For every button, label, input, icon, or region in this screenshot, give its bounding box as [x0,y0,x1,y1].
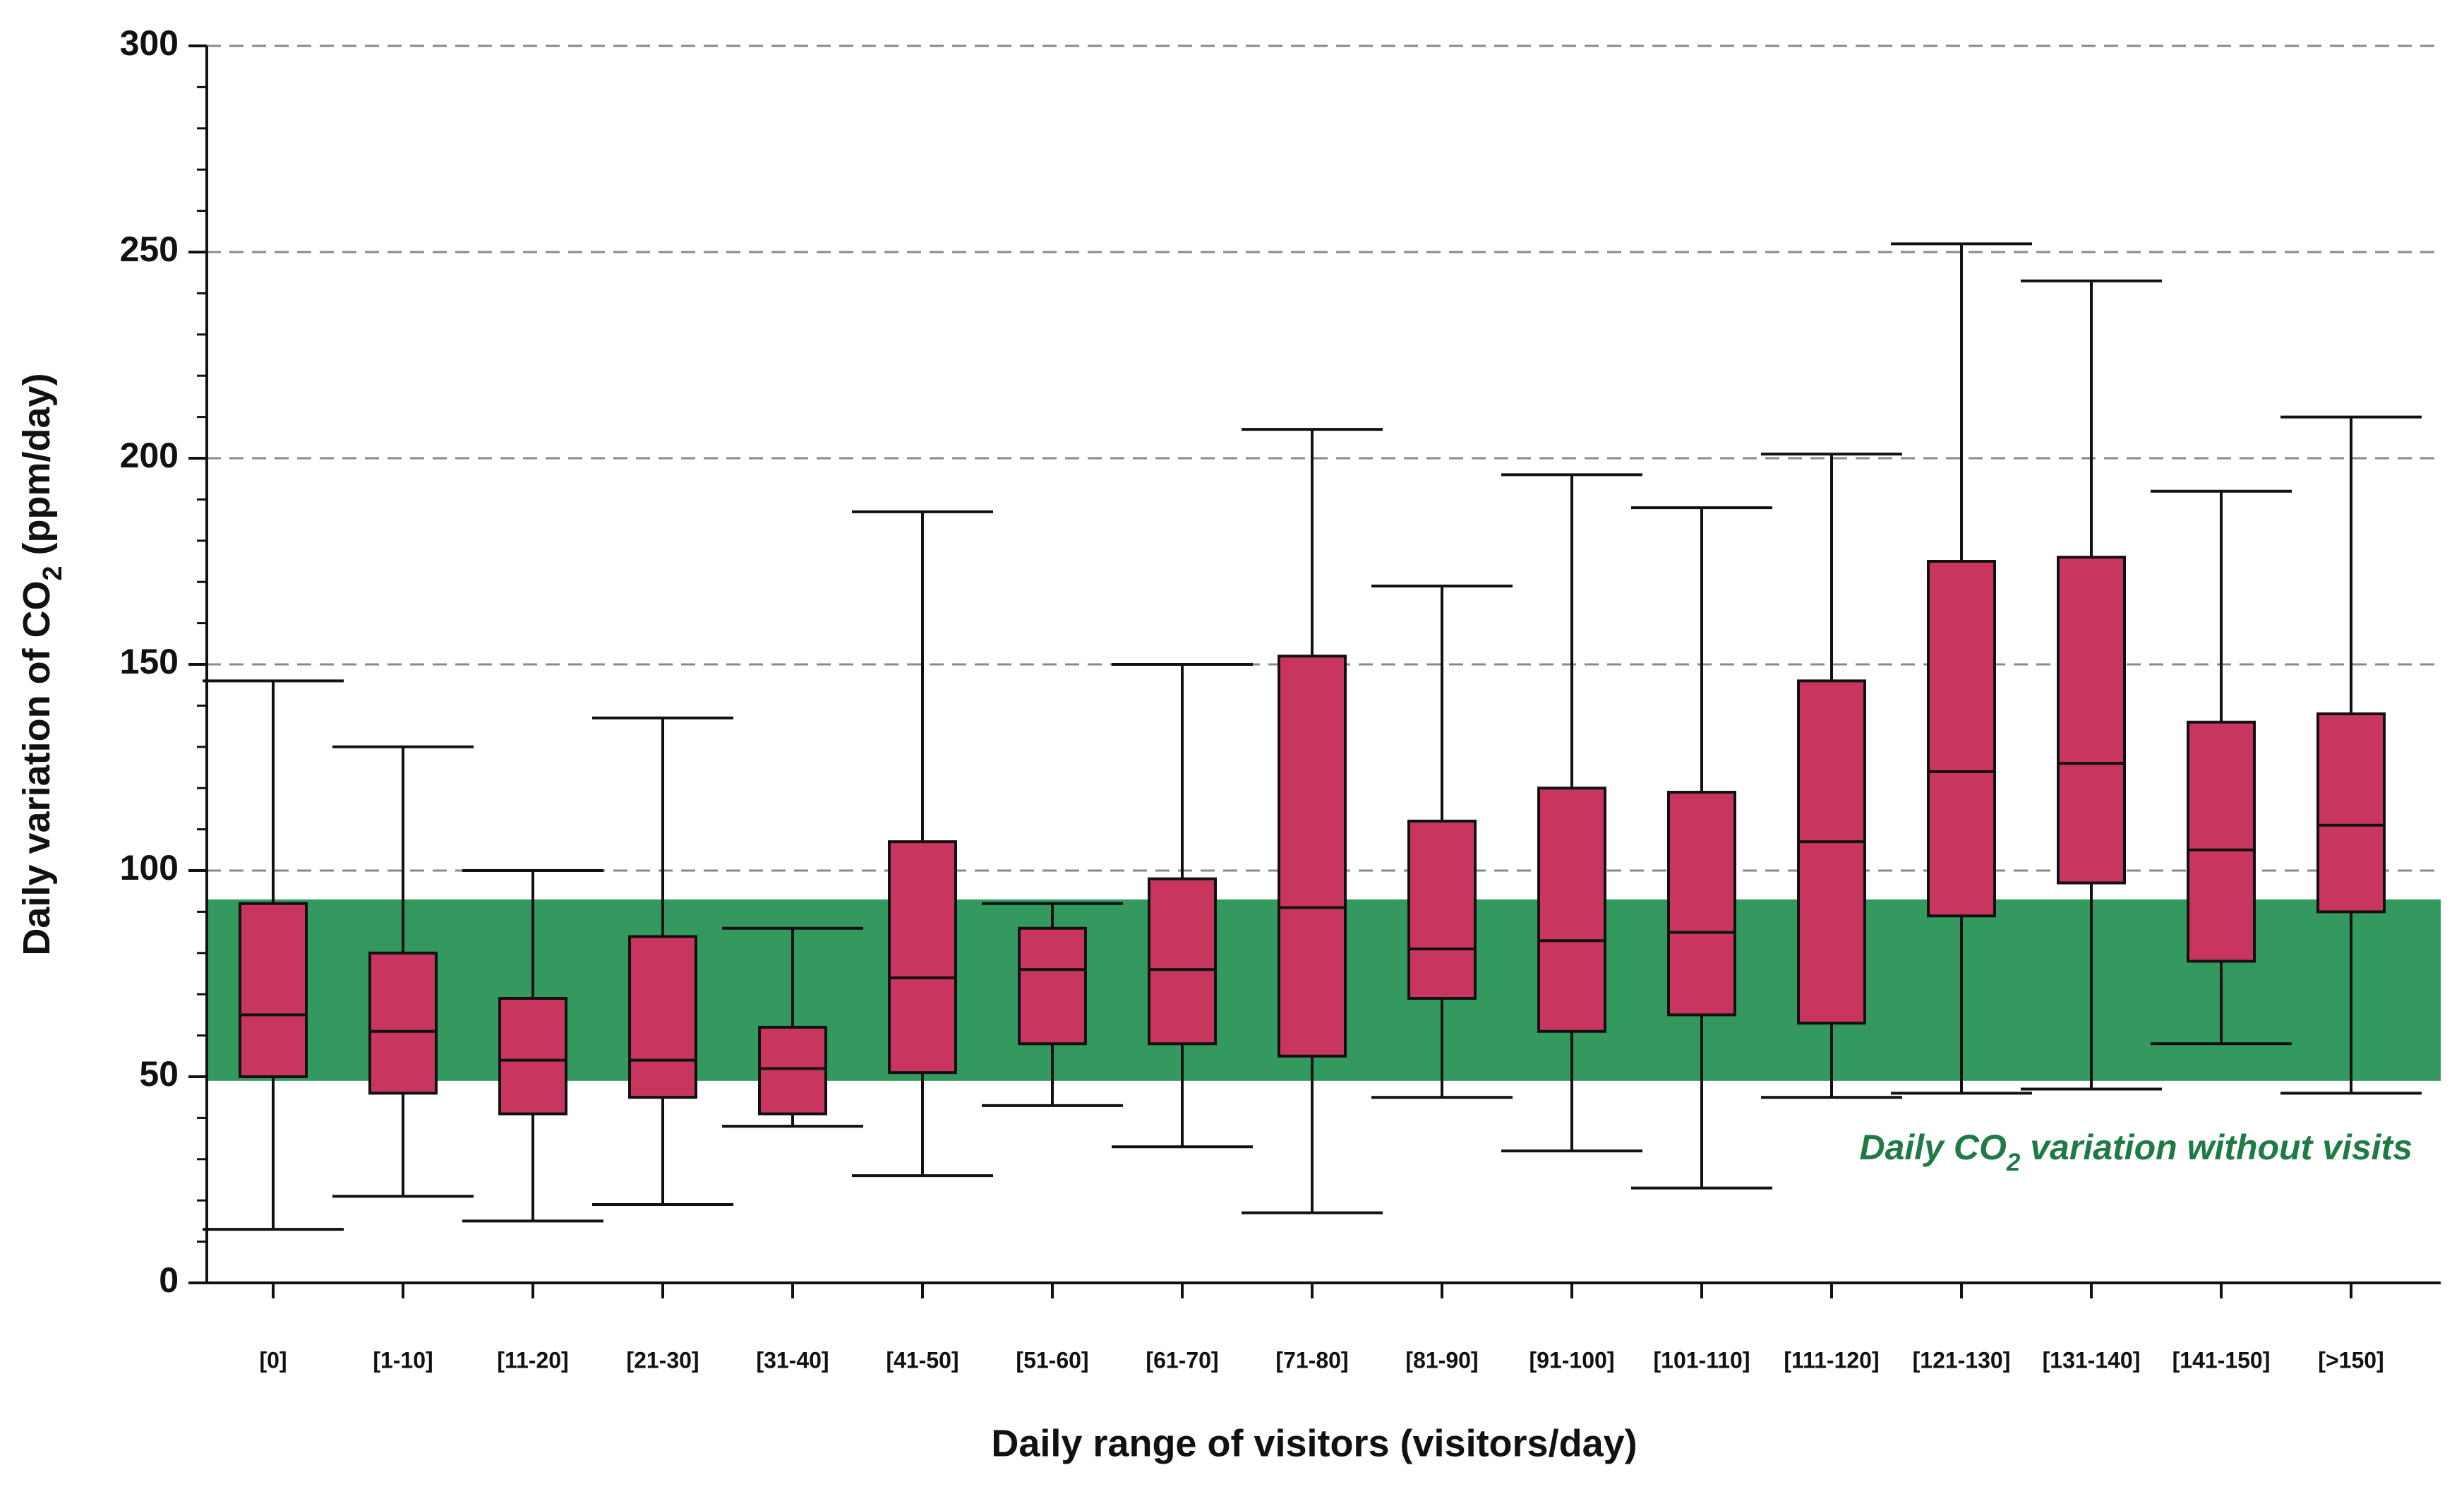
x-tick-label: [61-70] [1146,1347,1218,1373]
box [628,935,697,1099]
x-tick-label: [131-140] [2043,1347,2141,1373]
box [1797,679,1866,1025]
x-tick-label: [121-130] [1913,1347,2011,1373]
x-tick-label: [91-100] [1530,1347,1615,1373]
x-tick-label: [11-20] [497,1347,568,1373]
x-tick-label: [141-150] [2172,1347,2271,1373]
box [1667,791,1736,1017]
box [1927,560,1996,918]
plot: 0 50 100 150 200 250 300 [0] [1-10] [11-20] [21-30… [120,23,2441,1373]
y-tick-label: 250 [120,229,179,269]
x-tick-label: [111-120] [1784,1347,1879,1373]
box [888,840,957,1075]
box [368,951,438,1095]
box [1018,926,1087,1046]
x-tick-label: [71-80] [1275,1347,1348,1373]
y-title-part: (ppm/day) [16,373,58,566]
x-axis-title: Daily range of visitors (visitors/day) [991,1422,1637,1464]
box [1537,787,1606,1033]
box [2316,712,2386,914]
box [498,997,567,1116]
box [758,1025,827,1116]
band-label: Daily CO2 variation without visits [1859,1128,2412,1176]
y-axis-title: Daily variation of CO2 (ppm/day) [16,373,68,955]
y-tick-label: 150 [120,642,179,681]
x-tick-label: [41-50] [886,1347,958,1373]
x-tick-label: [>150] [2318,1347,2384,1373]
x-tick-label: [31-40] [756,1347,829,1373]
band-label-part: Daily CO [1859,1128,2007,1167]
y-title-part: Daily variation of CO [16,580,58,955]
box [2187,720,2256,963]
x-tick-label: [1-10] [373,1347,433,1373]
band-label-subscript: 2 [2006,1149,2021,1176]
y-tick-label: 300 [120,23,179,63]
y-tick-label: 200 [120,436,179,475]
y-tick-label: 0 [159,1260,179,1300]
x-tick-label: [81-90] [1405,1347,1478,1373]
box [2057,556,2126,885]
x-tick-label: [51-60] [1016,1347,1088,1373]
band-label-part: variation without visits [2020,1128,2412,1167]
y-tick-label: 50 [139,1054,179,1094]
x-tick-label: [21-30] [626,1347,699,1373]
box [1407,819,1477,1000]
y-title-subscript: 2 [38,566,68,580]
box [1148,877,1217,1046]
box [1278,655,1347,1058]
box [239,902,308,1078]
y-tick-label: 100 [120,848,179,888]
x-tick-label: [0] [259,1347,287,1373]
x-tick-label: [101-110] [1654,1347,1750,1373]
